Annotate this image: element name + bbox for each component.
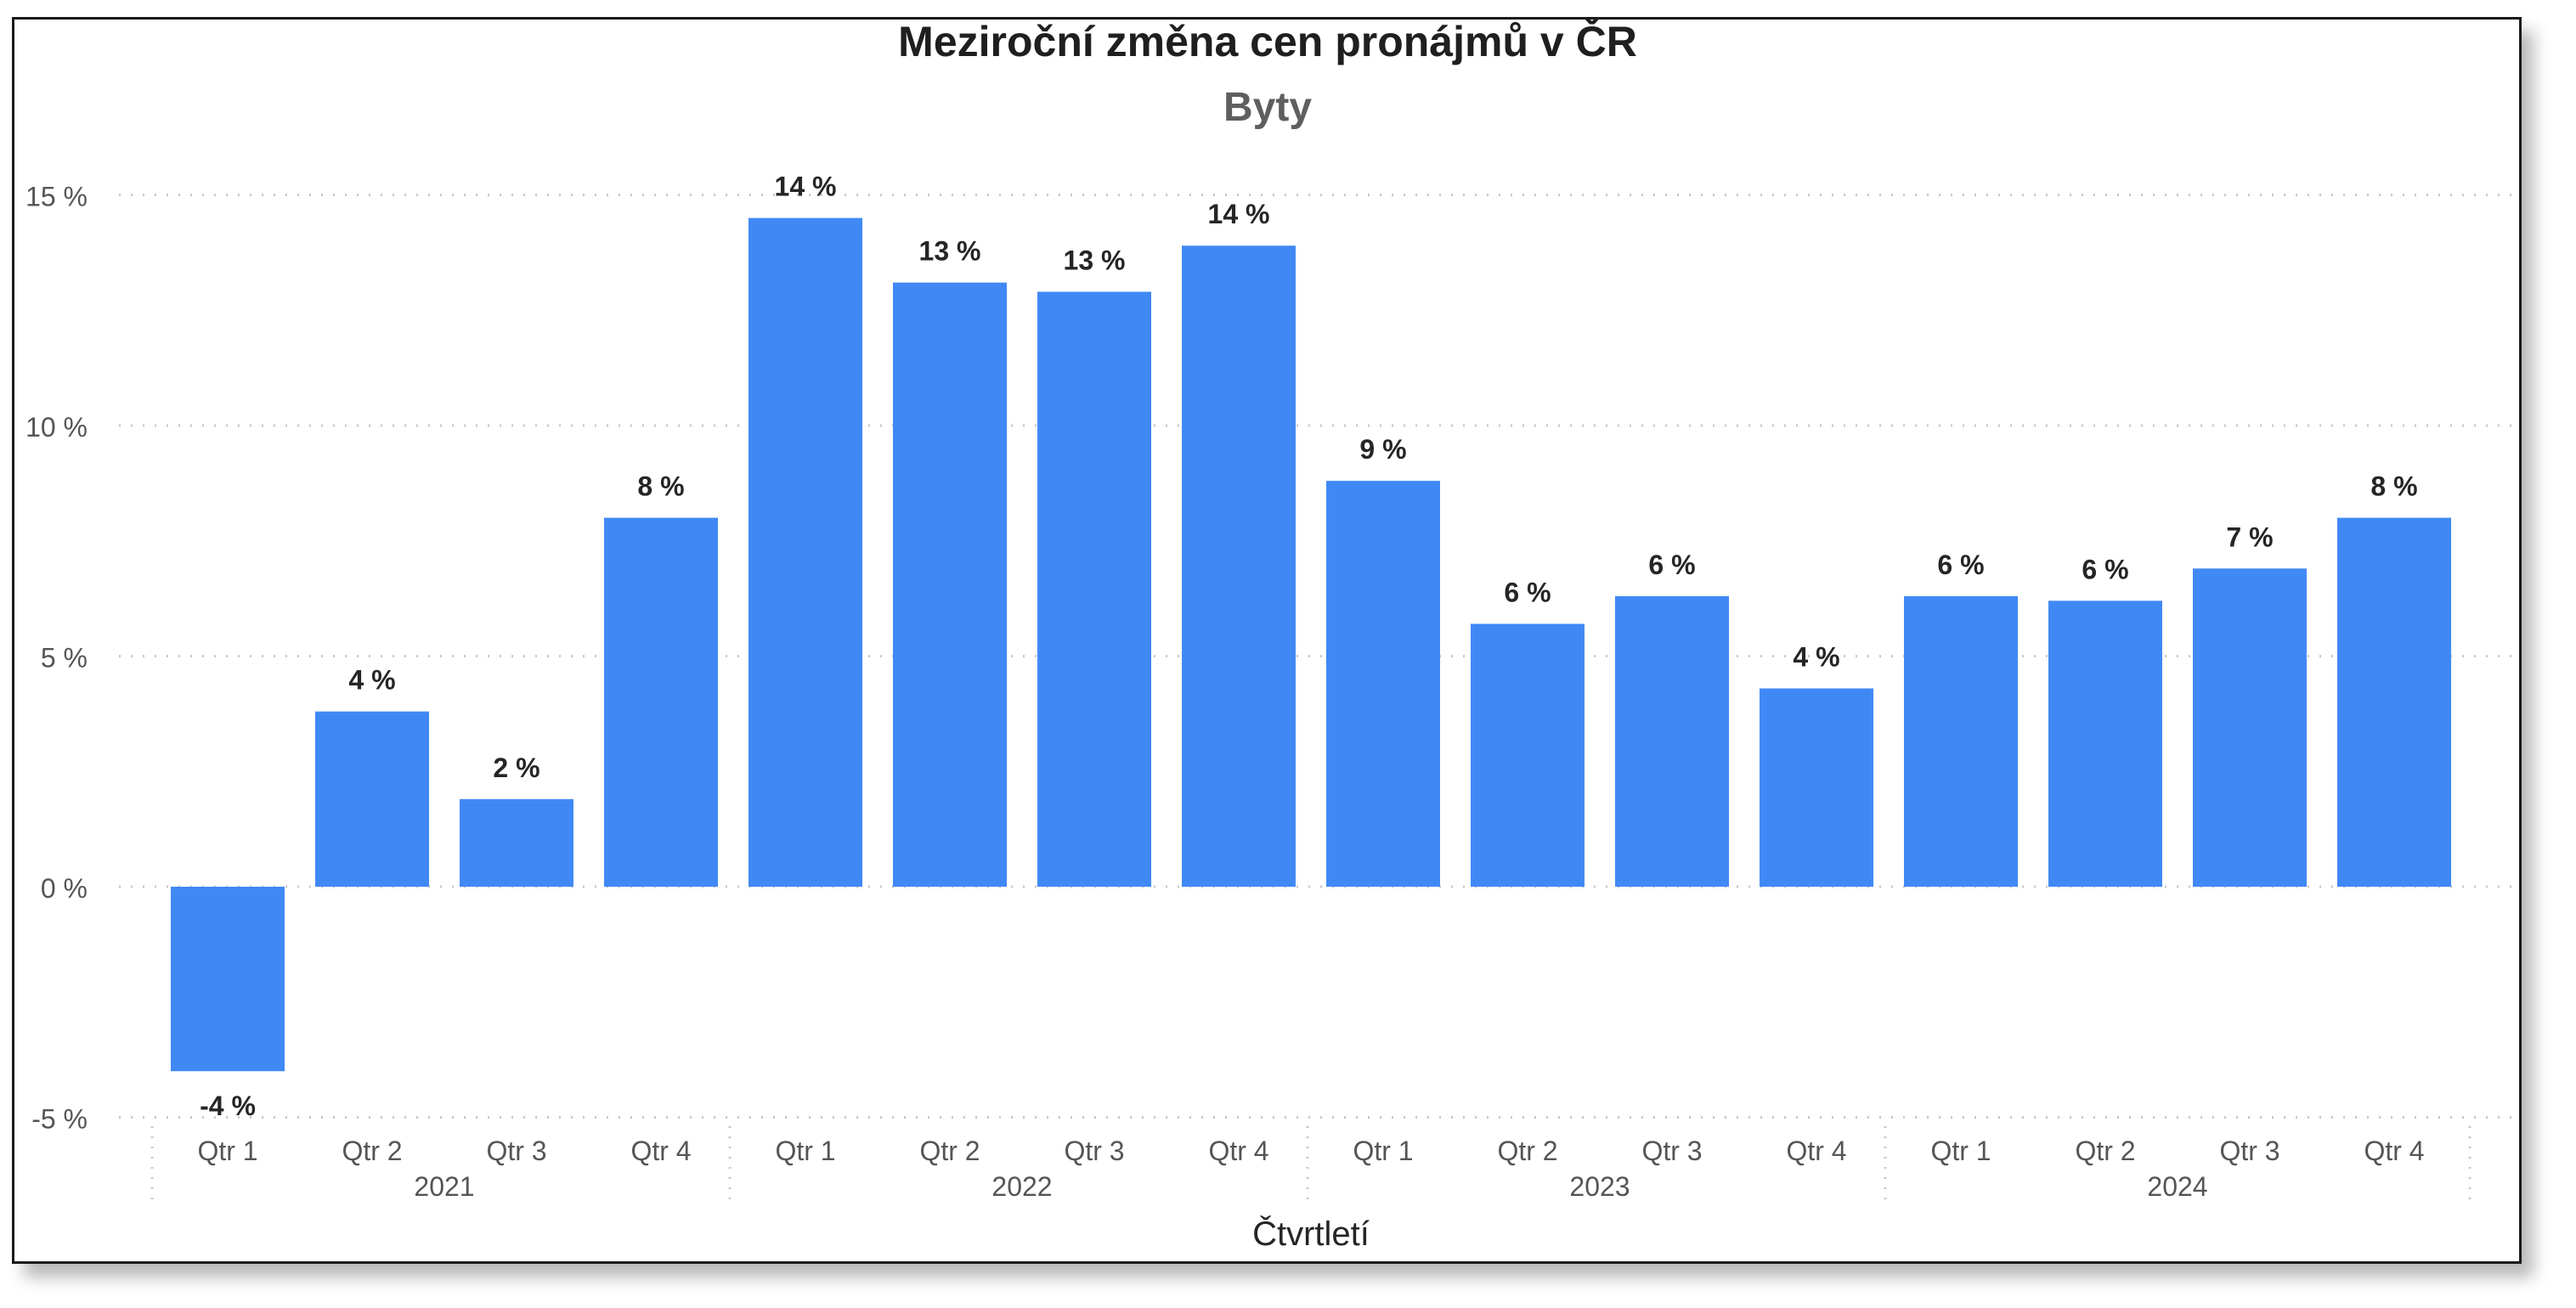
bar[interactable] xyxy=(460,798,573,887)
bar[interactable] xyxy=(749,217,862,887)
data-labels: -4 % 4 % 2 % 8 % 14 % 13 % 13 % 14 % 9 % 6 % 6 % 4 … xyxy=(200,172,2417,1122)
x-group-label: 2024 xyxy=(2147,1171,2207,1202)
y-tick-label: 15 % xyxy=(25,182,88,212)
y-tick-label: 0 % xyxy=(41,873,88,904)
x-axis: Qtr 1 Qtr 2 Qtr 3 Qtr 4 2021 Qtr 1 Qtr 2 Qtr 3 Q… xyxy=(150,1126,2471,1208)
bars xyxy=(171,217,2451,1072)
x-tick-label: Qtr 2 xyxy=(2075,1136,2135,1166)
bar[interactable] xyxy=(2048,600,2162,887)
data-label: 13 % xyxy=(1064,245,1126,276)
bar[interactable] xyxy=(1904,595,2018,887)
bar[interactable] xyxy=(1326,481,1440,887)
data-label: 6 % xyxy=(1648,550,1695,580)
x-tick-label: Qtr 3 xyxy=(486,1136,546,1166)
x-tick-label: Qtr 1 xyxy=(1930,1136,1991,1166)
bar[interactable] xyxy=(1615,595,1729,887)
bar[interactable] xyxy=(604,517,718,887)
data-label: 9 % xyxy=(1359,434,1406,465)
data-label: 8 % xyxy=(637,471,684,502)
x-tick-label: Qtr 1 xyxy=(197,1136,257,1166)
x-group-label: 2021 xyxy=(414,1171,474,1202)
x-tick-label: Qtr 2 xyxy=(1497,1136,1557,1166)
data-label: 2 % xyxy=(493,753,539,783)
x-tick-label: Qtr 2 xyxy=(919,1136,980,1166)
data-label: 4 % xyxy=(348,665,395,696)
x-group-label: 2022 xyxy=(991,1171,1052,1202)
x-tick-label: Qtr 4 xyxy=(630,1136,691,1166)
data-label: 6 % xyxy=(2082,554,2128,584)
x-tick-label: Qtr 3 xyxy=(1064,1136,1124,1166)
y-axis: 15 % 10 % 5 % 0 % -5 % xyxy=(25,182,88,1135)
x-tick-label: Qtr 3 xyxy=(2219,1136,2279,1166)
bar[interactable] xyxy=(1182,245,1296,888)
bar[interactable] xyxy=(315,711,429,887)
x-tick-label: Qtr 4 xyxy=(1786,1136,1846,1166)
data-label: 6 % xyxy=(1937,550,1984,580)
bar[interactable] xyxy=(1471,623,1585,887)
y-tick-label: -5 % xyxy=(31,1104,88,1135)
chart-subtitle: Byty xyxy=(1223,85,1312,130)
y-tick-label: 10 % xyxy=(25,412,88,443)
bar[interactable] xyxy=(2193,568,2307,887)
bar[interactable] xyxy=(2337,517,2451,887)
data-label: 14 % xyxy=(775,172,837,202)
chart-title: Meziroční změna cen pronájmů v ČR xyxy=(898,17,1637,65)
data-label: 14 % xyxy=(1208,199,1270,229)
bar[interactable] xyxy=(171,887,285,1072)
x-group-label: 2023 xyxy=(1569,1171,1630,1202)
data-label: -4 % xyxy=(200,1091,256,1121)
data-label: 7 % xyxy=(2226,522,2273,552)
x-tick-label: Qtr 4 xyxy=(1208,1136,1268,1166)
data-label: 8 % xyxy=(2370,471,2417,502)
x-tick-label: Qtr 3 xyxy=(1641,1136,1702,1166)
x-tick-label: Qtr 4 xyxy=(2364,1136,2424,1166)
bar[interactable] xyxy=(1760,688,1873,887)
bar[interactable] xyxy=(1037,291,1151,887)
data-label: 6 % xyxy=(1504,577,1551,607)
x-tick-label: Qtr 2 xyxy=(342,1136,402,1166)
data-label: 4 % xyxy=(1793,642,1839,673)
x-tick-label: Qtr 1 xyxy=(775,1136,835,1166)
x-tick-label: Qtr 1 xyxy=(1353,1136,1413,1166)
x-axis-title: Čtvrtletí xyxy=(1252,1215,1370,1253)
y-tick-label: 5 % xyxy=(41,643,88,674)
bar[interactable] xyxy=(893,282,1007,887)
data-label: 13 % xyxy=(919,236,981,267)
